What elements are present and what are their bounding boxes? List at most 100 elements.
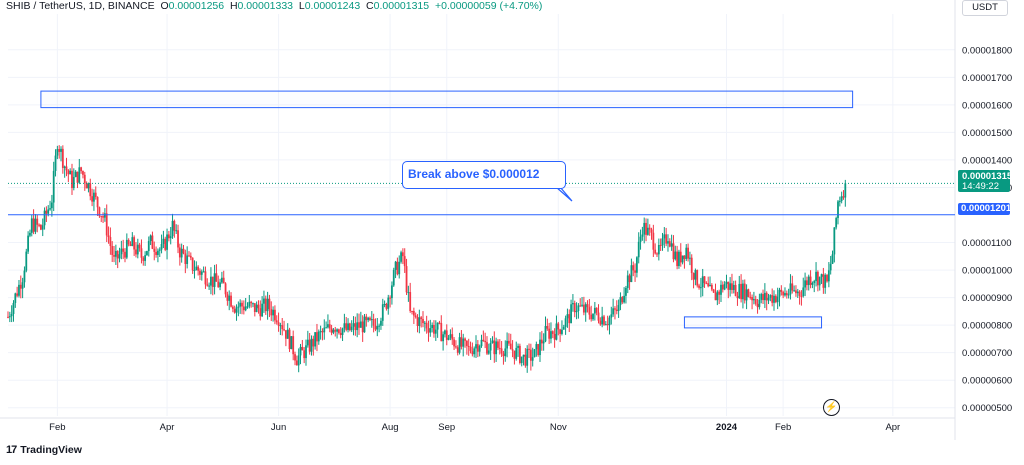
candle-up xyxy=(279,325,282,327)
candle-up xyxy=(610,314,613,318)
candle-up xyxy=(327,324,329,328)
candle-down xyxy=(67,170,70,175)
candle-up xyxy=(478,346,481,352)
candle-up xyxy=(623,295,625,303)
candle-up xyxy=(166,234,168,250)
candle-up xyxy=(504,348,507,357)
candle-down xyxy=(16,293,19,296)
candle-up xyxy=(444,330,446,335)
candle-up xyxy=(491,340,494,343)
candle-down xyxy=(672,243,675,260)
candle-down xyxy=(242,306,245,311)
x-tick-label: Jun xyxy=(271,422,286,433)
chart-header: SHIB / TetherUS, 1D, BINANCE O0.00001256… xyxy=(6,0,542,12)
candle-down xyxy=(734,284,737,297)
candle-down xyxy=(497,341,499,348)
open-label: O xyxy=(160,0,169,12)
candle-down xyxy=(632,265,635,271)
candle-down xyxy=(502,353,505,357)
candle-up xyxy=(776,296,779,303)
candle-down xyxy=(411,311,413,313)
candle-down xyxy=(284,330,287,339)
candle-down xyxy=(184,253,187,264)
candle-up xyxy=(391,285,393,299)
symbol-title[interactable]: SHIB / TetherUS, 1D, BINANCE xyxy=(6,0,155,12)
candle-up xyxy=(378,325,381,327)
candle-up xyxy=(157,250,159,255)
candle-up xyxy=(796,291,799,294)
candle-down xyxy=(268,298,271,310)
candle-up xyxy=(25,251,28,271)
candle-up xyxy=(52,170,55,203)
candle-down xyxy=(751,297,753,301)
candle-up xyxy=(43,210,46,226)
candle-up xyxy=(641,234,644,237)
chart-grid xyxy=(0,0,956,440)
candle-down xyxy=(122,248,125,252)
currency-button[interactable]: USDT xyxy=(962,0,1008,16)
candle-up xyxy=(147,241,150,252)
candle-down xyxy=(754,299,757,304)
candle-down xyxy=(65,166,68,171)
candle-down xyxy=(493,340,496,355)
candle-down xyxy=(312,338,315,347)
candle-up xyxy=(807,276,810,286)
candle-up xyxy=(473,348,476,355)
high-value: 0.00001333 xyxy=(237,0,294,12)
annotation-callout[interactable] xyxy=(402,161,566,189)
candle-down xyxy=(603,316,605,325)
candle-down xyxy=(274,309,276,321)
candle-up xyxy=(363,316,366,333)
candle-up xyxy=(54,155,57,171)
candle-up xyxy=(169,236,172,239)
candle-down xyxy=(241,302,243,307)
candle-up xyxy=(562,326,565,330)
candle-down xyxy=(230,295,232,307)
candle-up xyxy=(533,349,536,358)
candle-up xyxy=(8,316,11,318)
candle-down xyxy=(582,304,585,313)
candle-up xyxy=(592,313,594,320)
candle-down xyxy=(191,257,194,271)
candle-up xyxy=(506,340,508,349)
candle-up xyxy=(347,323,349,330)
level-price-label: 0.00001201 xyxy=(958,203,1011,215)
candle-down xyxy=(129,244,132,246)
candle-down xyxy=(557,323,560,330)
candle-down xyxy=(679,251,682,263)
candle-down xyxy=(816,271,819,286)
candle-down xyxy=(36,218,39,225)
candle-up xyxy=(118,254,121,259)
candle-up xyxy=(255,304,258,312)
x-tick-label: Feb xyxy=(775,422,791,433)
y-tick-label: 0.00000800 xyxy=(962,321,1012,332)
candle-up xyxy=(208,285,211,287)
candle-up xyxy=(343,323,346,329)
candle-up xyxy=(27,235,30,252)
candle-up xyxy=(263,298,265,304)
candle-down xyxy=(403,256,406,267)
candle-down xyxy=(806,280,808,286)
last-price-value: 0.00001315 xyxy=(962,171,1013,182)
y-axis: 0.00001800 0.00001700 0.00001600 0.00001500… xyxy=(962,45,1012,414)
candle-down xyxy=(690,257,693,274)
candle-down xyxy=(409,292,412,312)
tradingview-brand[interactable]: 17 TradingView xyxy=(6,444,82,456)
candle-up xyxy=(235,307,238,313)
candle-up xyxy=(789,283,792,295)
candle-up xyxy=(431,324,434,329)
candle-down xyxy=(762,294,764,301)
candle-up xyxy=(566,314,569,319)
candle-up xyxy=(593,307,596,314)
candle-up xyxy=(835,218,838,228)
candle-down xyxy=(559,329,562,334)
candle-down xyxy=(425,322,428,329)
candle-up xyxy=(619,297,622,306)
candle-up xyxy=(171,220,174,237)
candle-up xyxy=(210,276,212,286)
candle-down xyxy=(464,338,466,341)
candle-down xyxy=(330,328,333,333)
lightning-icon[interactable]: ⚡ xyxy=(823,399,840,416)
candle-down xyxy=(668,241,671,247)
